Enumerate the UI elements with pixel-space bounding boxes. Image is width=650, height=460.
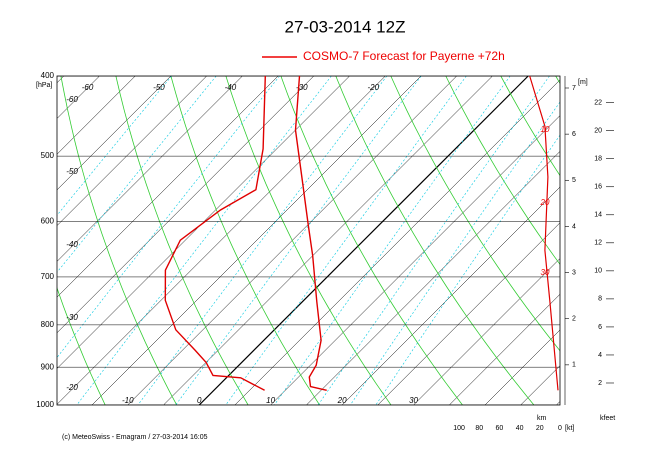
wind-tick-label: 0 [558, 425, 562, 432]
legend-label: COSMO-7 Forecast for Payerne +72h [303, 49, 505, 63]
kfeet-label: kfeet [600, 415, 615, 422]
isotherm-label: -40 [66, 240, 78, 249]
km-tick-label: 1 [572, 362, 576, 369]
isotherm [57, 76, 64, 84]
isotherm [57, 76, 314, 334]
isotherm [57, 76, 172, 191]
isotherm [57, 76, 100, 119]
isotherm [91, 76, 422, 405]
km-tick-label: 5 [572, 177, 576, 184]
plot-area [0, 76, 650, 405]
kfeet-tick-label: 8 [598, 296, 602, 303]
isotherm [163, 76, 493, 405]
mixing-line [225, 76, 467, 405]
x-tick-label: 30 [409, 396, 418, 405]
kfeet-tick-label: 18 [594, 156, 602, 163]
m-label: [m] [578, 79, 588, 86]
km-tick-label: 6 [572, 131, 576, 138]
isotherm [413, 258, 560, 405]
isotherm-label: -60 [82, 83, 94, 92]
dry-adiabat [115, 76, 249, 405]
annotation: 20 [540, 198, 550, 207]
x-tick-label: -10 [122, 396, 134, 405]
km-tick-label: 4 [572, 223, 576, 230]
plot-frame [56, 75, 561, 406]
y-tick-label: 700 [41, 272, 55, 281]
isotherm-label: -20 [368, 83, 380, 92]
wind-axis-label: [kt] [565, 425, 574, 432]
isotherm [57, 76, 136, 155]
kfeet-tick-label: 20 [594, 128, 602, 135]
isotherm [341, 186, 560, 405]
mixing-line [57, 76, 280, 359]
isotherm-label: -60 [66, 95, 78, 104]
kfeet-tick-label: 2 [598, 380, 602, 387]
x-tick-label: 20 [337, 396, 347, 405]
isotherm [57, 76, 243, 262]
isotherm [270, 115, 560, 405]
isotherm [198, 76, 529, 405]
y-tick-label: 800 [41, 320, 55, 329]
wind-tick-label: 100 [453, 425, 465, 432]
y-tick-label: 900 [41, 362, 55, 371]
wind-tick-label: 60 [496, 425, 504, 432]
y-tick-label: 1000 [36, 400, 54, 409]
annotation: 10 [541, 125, 550, 134]
wind-tick-label: 20 [536, 425, 544, 432]
dry-adiabat [60, 76, 178, 405]
wind-tick-label: 40 [516, 425, 524, 432]
isotherm-label: -50 [66, 167, 78, 176]
km-label: km [537, 415, 547, 422]
isotherm-label: -30 [296, 83, 308, 92]
isotherm-label: -50 [153, 83, 165, 92]
chart-title: 27-03-2014 12Z [285, 17, 406, 36]
kfeet-tick-label: 6 [598, 324, 602, 331]
mixing-line [137, 76, 388, 405]
x-tick-label: 10 [266, 396, 275, 405]
km-tick-label: 2 [572, 316, 576, 323]
y-tick-label: 500 [41, 151, 55, 160]
isotherm-label: -30 [66, 313, 78, 322]
isotherm [484, 329, 560, 405]
kfeet-tick-label: 22 [594, 99, 602, 106]
annotation: 30 [541, 268, 550, 277]
isotherm-label: -40 [225, 83, 237, 92]
y-tick-label: 400 [41, 71, 55, 80]
dry-adiabat [500, 76, 560, 177]
km-tick-label: 7 [572, 85, 576, 92]
dry-adiabat [0, 76, 34, 405]
profile-line [164, 75, 266, 391]
footer: (c) MeteoSwiss - Emagram / 27-03-2014 16… [62, 434, 208, 441]
dry-adiabat [57, 286, 106, 405]
isotherm [0, 76, 28, 405]
y-tick-label: 600 [41, 217, 55, 226]
mixing-line [57, 76, 217, 273]
dry-adiabat [611, 76, 650, 405]
mixing-line [375, 134, 560, 405]
y-axis-label: [hPa] [36, 82, 52, 89]
kfeet-tick-label: 14 [594, 212, 602, 219]
isotherm [57, 76, 207, 226]
kfeet-tick-label: 4 [598, 352, 602, 359]
kfeet-tick-label: 16 [594, 184, 602, 191]
dry-adiabat [555, 76, 560, 85]
kfeet-tick-label: 12 [594, 240, 602, 247]
wind-tick-label: 80 [475, 425, 483, 432]
mixing-line [274, 76, 511, 405]
x-tick-label: 0 [197, 396, 202, 405]
dry-adiabat [225, 76, 392, 405]
isotherm [57, 76, 279, 298]
dry-adiabat [390, 76, 560, 352]
km-tick-label: 3 [572, 269, 576, 276]
isotherm [556, 401, 560, 405]
mixing-line [76, 76, 332, 405]
isotherm-label: -20 [66, 383, 78, 392]
wind-line [529, 75, 559, 391]
profile-line [294, 75, 327, 391]
isotherm [449, 293, 560, 405]
kfeet-tick-label: 10 [594, 268, 602, 275]
